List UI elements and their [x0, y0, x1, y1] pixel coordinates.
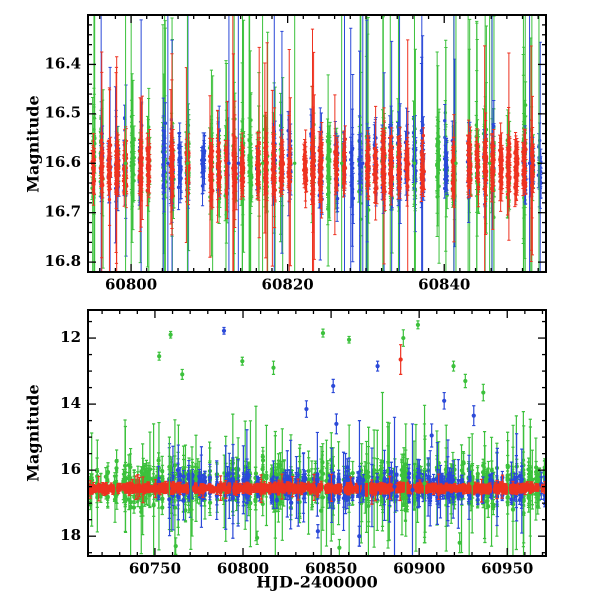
x-axis-label: HJD-2400000 [256, 572, 378, 592]
top-panel-y-axis-label: Magnitude [23, 95, 43, 193]
bottom-panel-y-axis-label: Magnitude [23, 384, 43, 482]
